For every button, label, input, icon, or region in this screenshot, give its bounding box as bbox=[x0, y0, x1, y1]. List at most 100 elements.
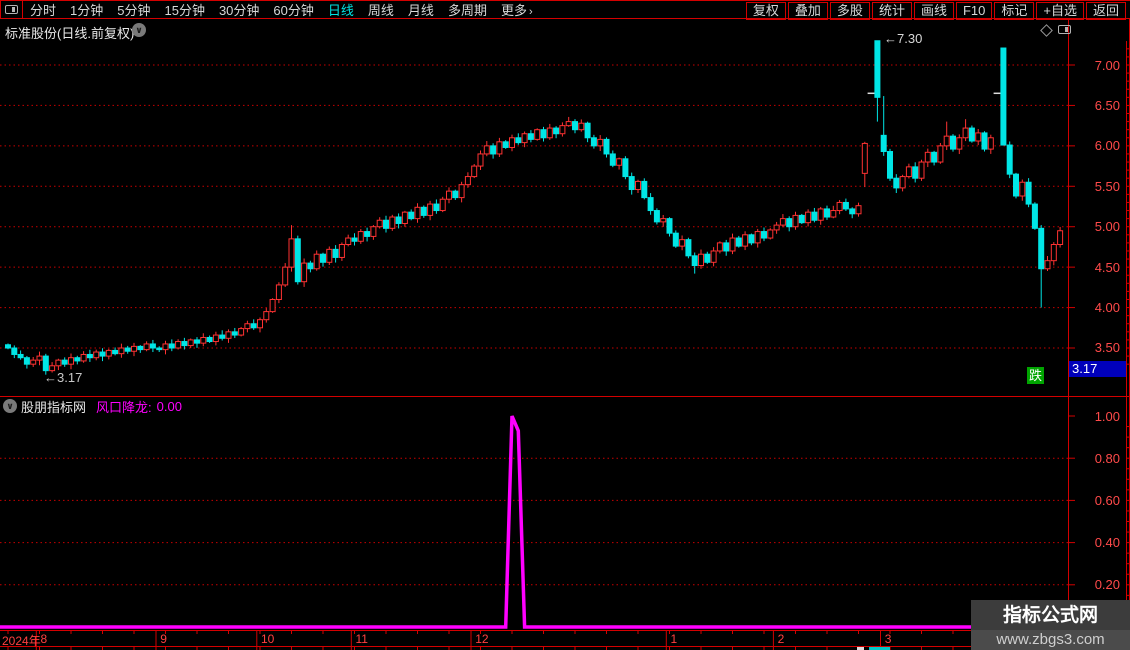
candle-body bbox=[767, 229, 774, 239]
candle-body bbox=[905, 166, 912, 178]
candle-body bbox=[565, 121, 572, 127]
candle-body bbox=[137, 345, 144, 351]
indicator-axis-label: 0.80 bbox=[1094, 450, 1120, 466]
candle-body bbox=[370, 226, 377, 237]
window-layout-button[interactable] bbox=[0, 0, 23, 19]
candle-body bbox=[817, 208, 824, 221]
toolbar-button-0[interactable]: 复权 bbox=[745, 1, 786, 20]
candle-body bbox=[937, 145, 944, 163]
candle-body bbox=[118, 347, 125, 355]
candle-body bbox=[931, 151, 938, 163]
candle-body bbox=[943, 135, 950, 147]
candle-body bbox=[244, 323, 251, 330]
candle-body bbox=[68, 357, 74, 365]
candle-body bbox=[1038, 227, 1045, 270]
candle-body bbox=[622, 158, 629, 178]
candle-body bbox=[899, 176, 906, 189]
candle-body bbox=[181, 341, 188, 347]
chevron-right-icon: › bbox=[528, 6, 533, 18]
period-tab-8[interactable]: 月线 bbox=[407, 3, 434, 18]
period-tab-6[interactable]: 日线 bbox=[327, 3, 354, 18]
candle-body bbox=[282, 266, 289, 286]
period-tab-9[interactable]: 多周期 bbox=[447, 3, 487, 18]
diamond-icon[interactable] bbox=[1040, 24, 1053, 37]
low-price-callout: ←3.17 bbox=[44, 370, 83, 385]
main-plot-area[interactable] bbox=[0, 41, 1068, 391]
candle-body bbox=[653, 210, 660, 223]
candle-body bbox=[950, 135, 956, 150]
candle-body bbox=[490, 145, 497, 155]
month-label: 1 bbox=[670, 632, 678, 646]
candle-body bbox=[887, 151, 893, 179]
toolbar-button-2[interactable]: 多股 bbox=[829, 1, 870, 20]
candle-body bbox=[288, 238, 295, 268]
candle-body bbox=[830, 210, 837, 218]
period-tab-0[interactable]: 分时 bbox=[30, 3, 57, 18]
candle-body bbox=[80, 353, 87, 362]
toolbar-button-8[interactable]: 返回 bbox=[1085, 1, 1126, 20]
candle-body bbox=[1019, 181, 1026, 197]
candle-body bbox=[521, 133, 528, 144]
candle-body bbox=[5, 344, 11, 349]
candle-body bbox=[313, 253, 320, 270]
candle-body bbox=[679, 239, 686, 247]
candle-body bbox=[987, 137, 994, 150]
period-tab-2[interactable]: 5分钟 bbox=[117, 3, 151, 18]
candle-body bbox=[338, 244, 345, 258]
toolbar-button-3[interactable]: 统计 bbox=[871, 1, 912, 20]
candle-body bbox=[345, 237, 352, 246]
candle-body bbox=[219, 334, 226, 339]
clipped-row-fragment bbox=[869, 647, 890, 650]
candle-body bbox=[685, 239, 692, 257]
candle-body bbox=[546, 127, 553, 139]
candle-body bbox=[36, 355, 43, 361]
title-bar: 标准股份(日线.前复权) ∨ bbox=[0, 19, 1130, 41]
candle-body bbox=[168, 343, 175, 349]
toolbar-button-1[interactable]: 叠加 bbox=[787, 1, 828, 20]
candle-body bbox=[389, 216, 396, 229]
toolbar-button-6[interactable]: 标记 bbox=[994, 1, 1035, 20]
price-axis-label: 4.00 bbox=[1094, 300, 1120, 316]
candle-body bbox=[824, 208, 830, 218]
period-tab-1[interactable]: 1分钟 bbox=[70, 3, 104, 18]
chevron-down-icon[interactable]: ∨ bbox=[132, 23, 146, 37]
candle-body bbox=[1031, 203, 1038, 229]
period-tab-3[interactable]: 15分钟 bbox=[164, 3, 205, 18]
candle-body bbox=[635, 180, 641, 191]
candle-body bbox=[729, 237, 736, 252]
candle-body bbox=[502, 141, 509, 148]
candle-body bbox=[761, 231, 767, 239]
collapse-panel-icon[interactable]: ∨ bbox=[3, 399, 17, 413]
toolbar-button-5[interactable]: F10 bbox=[955, 1, 993, 20]
candle-body bbox=[534, 129, 541, 140]
top-toolbar: 分时 1分钟 5分钟 15分钟 30分钟 60分钟 日线 周线 月线 多周期 更多 › 复权 叠加 多股统… bbox=[0, 0, 1130, 20]
candle-body bbox=[332, 248, 339, 258]
candle-body bbox=[842, 201, 849, 210]
panel-split-icon[interactable] bbox=[1058, 25, 1071, 34]
candle-body bbox=[238, 328, 245, 336]
candle-body bbox=[912, 166, 919, 179]
candle-body bbox=[383, 219, 389, 229]
candle-body bbox=[395, 216, 402, 224]
candle-body bbox=[187, 339, 194, 347]
toolbar-button-7[interactable]: +自选 bbox=[1036, 1, 1084, 20]
sub-plot-area[interactable] bbox=[0, 397, 1068, 630]
period-menu: 分时 1分钟 5分钟 15分钟 30分钟 60分钟 日线 周线 月线 多周期 更多 › bbox=[23, 1, 540, 18]
candle-body bbox=[584, 122, 591, 139]
price-axis-label: 5.00 bbox=[1094, 219, 1120, 235]
candle-body bbox=[641, 180, 648, 199]
period-tab-7[interactable]: 周线 bbox=[367, 3, 394, 18]
indicator-axis-label: 0.40 bbox=[1094, 535, 1120, 551]
candle-body bbox=[86, 353, 93, 359]
toolbar-button-4[interactable]: 画线 bbox=[913, 1, 954, 20]
indicator-source-label: 股朋指标网 bbox=[21, 399, 87, 415]
period-tab-5[interactable]: 60分钟 bbox=[273, 3, 314, 18]
candle-body bbox=[849, 208, 856, 215]
period-tab-10[interactable]: 更多 › bbox=[500, 3, 533, 18]
candle-body bbox=[30, 359, 37, 365]
period-tab-4[interactable]: 30分钟 bbox=[218, 3, 260, 18]
candle-body bbox=[74, 357, 81, 362]
indicator-plot bbox=[0, 415, 1068, 629]
candle-body bbox=[660, 218, 667, 223]
